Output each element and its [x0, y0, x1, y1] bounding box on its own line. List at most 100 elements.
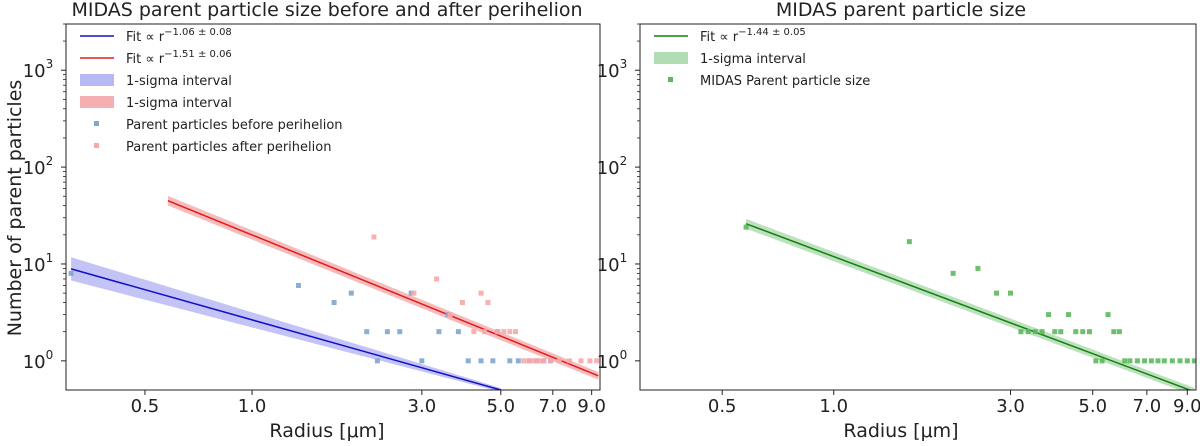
right-chart-title: MIDAS parent particle size: [776, 0, 1026, 21]
data-point: [1025, 329, 1031, 335]
data-point: [478, 358, 484, 364]
data-point: [436, 329, 442, 335]
data-point: [465, 358, 471, 364]
data-point: [1148, 358, 1154, 364]
x-tick-label: 3.0: [408, 396, 437, 417]
legend-fit-label: Fit ∝ r−1.06 ± 0.08: [126, 27, 232, 45]
data-point: [411, 290, 417, 296]
x-tick-label: 7.0: [538, 396, 567, 417]
panel-right: MIDAS parent particle size Radius [μm] 0…: [597, 0, 1200, 442]
data-point: [1018, 329, 1024, 335]
legend-band-swatch: [80, 74, 114, 86]
data-point: [906, 239, 912, 245]
data-point: [1008, 290, 1014, 296]
legend-band-label: 1-sigma interval: [126, 96, 232, 111]
legend-band-label: 1-sigma interval: [126, 74, 232, 89]
data-point: [455, 329, 461, 335]
left-x-axis-label: Radius [μm]: [269, 420, 384, 442]
data-point: [1111, 329, 1117, 335]
y-tick-label: 103: [23, 57, 54, 82]
data-point: [68, 270, 74, 276]
data-point: [587, 358, 593, 364]
legend-fit-label: Fit ∝ r−1.44 ± 0.05: [700, 27, 806, 45]
axes-frame: [65, 23, 601, 391]
data-point: [374, 358, 380, 364]
data-point: [526, 358, 532, 364]
data-point: [1065, 312, 1071, 318]
data-point: [419, 358, 425, 364]
data-point: [434, 276, 440, 282]
x-tick-label: 0.5: [131, 396, 160, 417]
data-point: [578, 358, 584, 364]
data-point: [1155, 358, 1161, 364]
data-point: [485, 300, 491, 306]
data-point: [408, 290, 414, 296]
data-point: [501, 329, 507, 335]
x-tick-label: 9.0: [577, 396, 606, 417]
data-point: [548, 358, 554, 364]
legend-series-label: Parent particles before perihelion: [126, 118, 343, 133]
legend-marker-swatch: [94, 143, 99, 148]
fit-line-0: [745, 223, 1192, 390]
data-point: [1039, 329, 1045, 335]
fit-band-0: [746, 218, 1195, 390]
right-x-axis-label: Radius [μm]: [843, 420, 958, 442]
data-point: [1161, 358, 1167, 364]
x-tick-label: 9.0: [1173, 396, 1200, 417]
data-point: [1093, 358, 1099, 364]
left-legend: Fit ∝ r−1.06 ± 0.08 Fit ∝ r−1.51 ± 0.06 1-…: [80, 27, 343, 155]
data-point: [1032, 329, 1038, 335]
data-point: [556, 358, 562, 364]
data-point: [295, 282, 301, 288]
data-point: [1184, 358, 1190, 364]
data-point: [1046, 312, 1052, 318]
legend-band-swatch: [654, 52, 688, 64]
data-point: [541, 358, 547, 364]
right-plot-area: 0.5 1.0 3.0 5.0 7.0 9.0 100 101 102 103: [597, 23, 1200, 417]
y-tick-label: 103: [597, 57, 628, 82]
fit-band-0: [71, 257, 501, 390]
x-tick-label: 1.0: [238, 396, 267, 417]
axes-frame: [639, 23, 1197, 391]
data-point: [471, 329, 477, 335]
data-point: [331, 300, 337, 306]
data-point: [1116, 329, 1122, 335]
y-tick-label: 101: [597, 251, 628, 276]
data-point: [515, 358, 521, 364]
data-point: [1052, 329, 1058, 335]
data-point: [513, 329, 519, 335]
y-tick-label: 100: [597, 348, 628, 373]
right-legend: Fit ∝ r−1.44 ± 0.05 1-sigma interval MIDAS…: [654, 27, 870, 89]
data-point: [490, 358, 496, 364]
plot-marks: [68, 195, 600, 390]
data-point: [1086, 329, 1092, 335]
y-tick-label: 100: [23, 348, 54, 373]
data-point: [348, 290, 354, 296]
data-point: [536, 358, 542, 364]
data-point: [567, 358, 573, 364]
data-point: [1099, 358, 1105, 364]
data-point: [1080, 329, 1086, 335]
data-point: [743, 224, 749, 230]
left-chart-title: MIDAS parent particle size before and af…: [71, 0, 582, 21]
y-tick-label: 102: [597, 154, 628, 179]
data-point: [495, 329, 501, 335]
legend-band-label: 1-sigma interval: [700, 52, 806, 67]
data-point: [1191, 358, 1196, 364]
data-point: [364, 329, 370, 335]
fit-line-0: [70, 268, 502, 390]
data-point: [371, 234, 377, 240]
legend-fit-label: Fit ∝ r−1.51 ± 0.06: [126, 49, 232, 67]
data-point: [531, 358, 537, 364]
left-y-axis-label: Number of parent particles: [4, 80, 26, 337]
data-point: [1142, 358, 1148, 364]
data-point: [1122, 358, 1128, 364]
y-tick-label: 101: [23, 251, 54, 276]
legend-series-label: Parent particles after perihelion: [126, 140, 331, 155]
data-point: [459, 300, 465, 306]
data-point: [521, 358, 527, 364]
fit-line-1: [167, 199, 599, 377]
panel-left: MIDAS parent particle size before and af…: [4, 0, 606, 442]
x-tick-label: 0.5: [708, 396, 737, 417]
y-tick-label: 102: [23, 154, 54, 179]
